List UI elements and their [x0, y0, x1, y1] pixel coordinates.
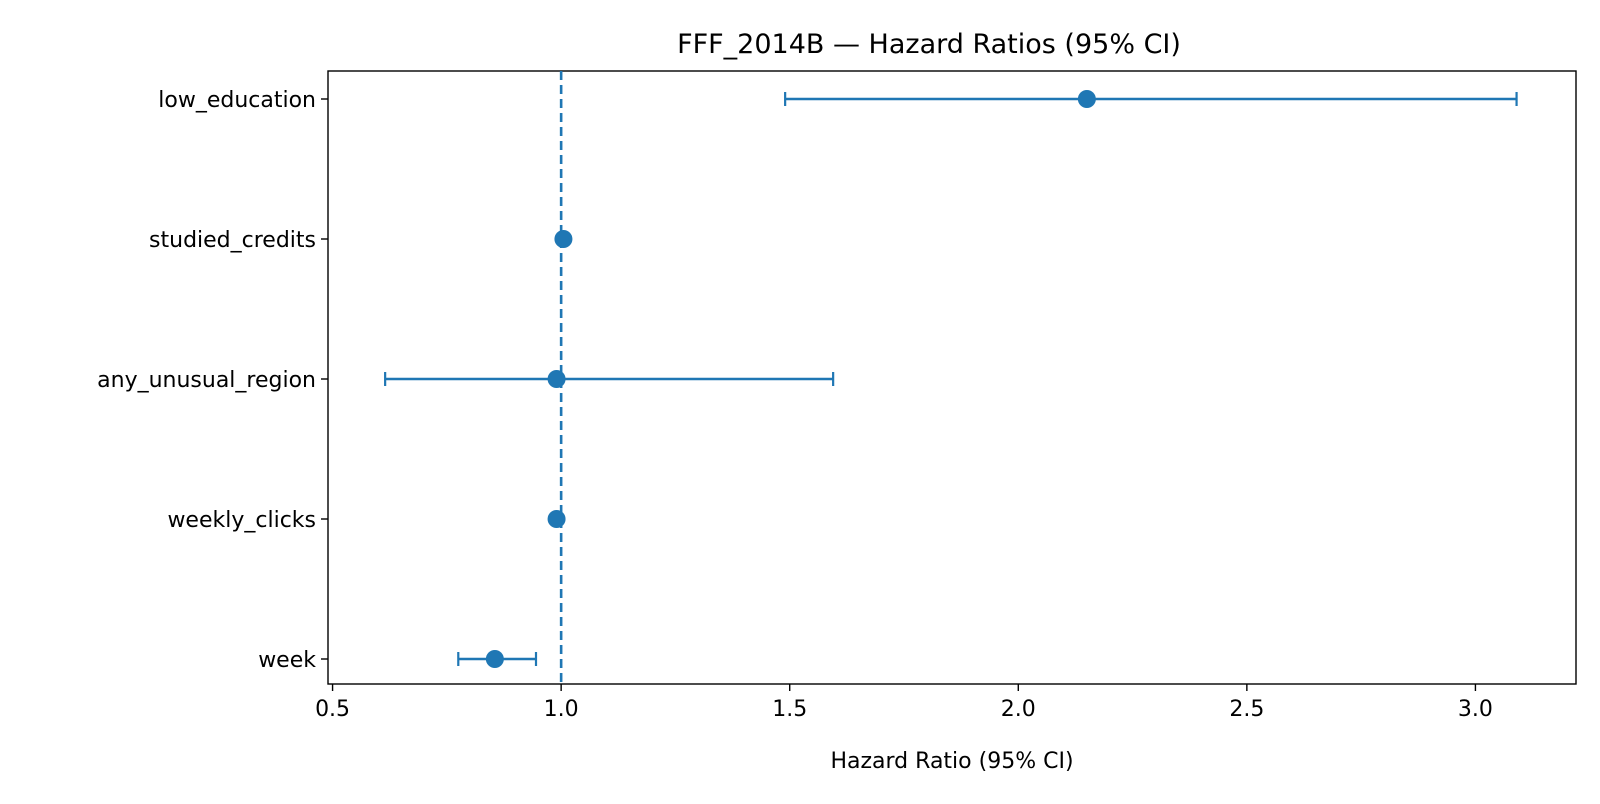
y-tick-label: weekly_clicks	[167, 508, 316, 533]
plot-area	[327, 70, 1577, 685]
x-tick-label: 1.0	[544, 697, 579, 722]
x-tick-label: 0.5	[315, 697, 350, 722]
y-axis: low_education studied_credits any_unusual_…	[97, 88, 328, 673]
x-tick-label: 2.0	[1001, 697, 1036, 722]
data-point	[554, 230, 573, 248]
y-tick-label: any_unusual_region	[97, 368, 316, 393]
x-tick-label: 1.5	[772, 697, 807, 722]
y-tick-label: low_education	[158, 88, 316, 113]
x-tick-label: 2.5	[1229, 697, 1264, 722]
x-axis-label: Hazard Ratio (95% CI)	[830, 749, 1073, 774]
data-series	[384, 71, 1518, 684]
x-tick-label: 3.0	[1458, 697, 1493, 722]
y-tick-label: studied_credits	[149, 228, 316, 253]
chart-title: FFF_2014B — Hazard Ratios (95% CI)	[677, 29, 1181, 60]
y-tick-label: week	[258, 648, 316, 673]
data-point	[485, 650, 504, 668]
data-point	[547, 510, 566, 528]
x-axis: 0.5 1.0 1.5 2.0 2.5 3.0	[315, 684, 1493, 722]
data-point	[1077, 90, 1096, 108]
data-point	[547, 370, 566, 388]
